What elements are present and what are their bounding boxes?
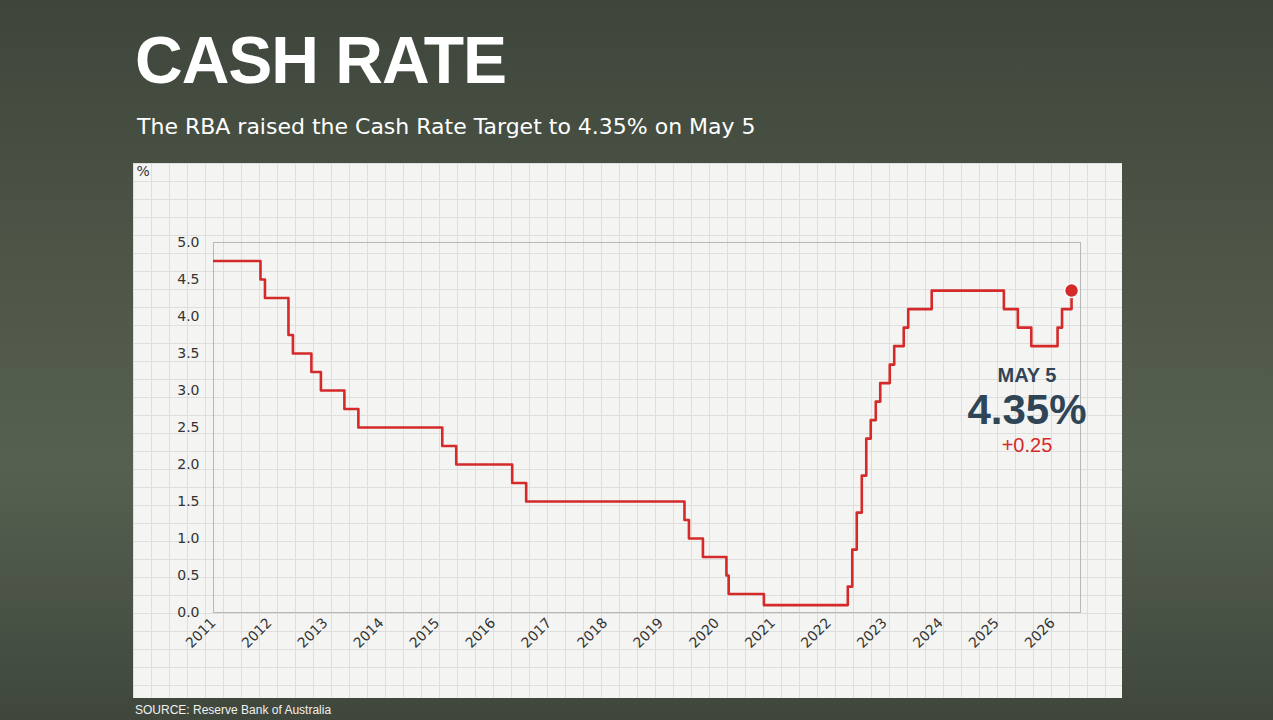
svg-text:2023: 2023 — [853, 614, 890, 651]
svg-text:0.5: 0.5 — [177, 567, 199, 583]
svg-text:2017: 2017 — [518, 614, 555, 651]
html-text:MAY 5: MAY 5 — [997, 364, 1057, 386]
svg-text:2025: 2025 — [965, 614, 1002, 651]
svg-text:2022: 2022 — [798, 614, 835, 651]
svg-text:2012: 2012 — [238, 614, 275, 651]
html-text:4.35%: 4.35% — [967, 386, 1087, 433]
svg-text:2015: 2015 — [406, 614, 443, 651]
svg-text:3.0: 3.0 — [177, 382, 199, 398]
svg-text:1.0: 1.0 — [177, 530, 199, 546]
svg-text:2013: 2013 — [294, 614, 331, 651]
svg-text:2016: 2016 — [462, 614, 499, 651]
svg-text:2026: 2026 — [1021, 614, 1058, 651]
svg-text:2021: 2021 — [742, 614, 779, 651]
html-text:The RBA raised the Cash Rate T: The RBA raised the Cash Rate Target to 4… — [137, 114, 756, 139]
svg-text:3.5: 3.5 — [177, 345, 199, 361]
svg-text:2024: 2024 — [909, 614, 946, 651]
svg-text:2.5: 2.5 — [177, 419, 199, 435]
svg-text:5.0: 5.0 — [177, 234, 199, 250]
svg-text:2020: 2020 — [686, 614, 723, 651]
svg-text:2019: 2019 — [630, 614, 667, 651]
svg-text:2014: 2014 — [350, 614, 387, 651]
html-text:CASH RATE: CASH RATE — [135, 23, 507, 97]
html-text:+0.25: +0.25 — [1001, 434, 1053, 456]
svg-text:1.5: 1.5 — [177, 493, 199, 509]
svg-text:2.0: 2.0 — [177, 456, 199, 472]
svg-text:4.5: 4.5 — [177, 271, 199, 287]
svg-text:0.0: 0.0 — [177, 604, 199, 620]
svg-text:%: % — [137, 163, 150, 179]
svg-text:2018: 2018 — [574, 614, 611, 651]
svg-text:2011: 2011 — [182, 614, 219, 651]
svg-text:4.0: 4.0 — [177, 308, 199, 324]
html-text:SOURCE: Reserve Bank of Austra: SOURCE: Reserve Bank of Australia — [135, 703, 332, 717]
